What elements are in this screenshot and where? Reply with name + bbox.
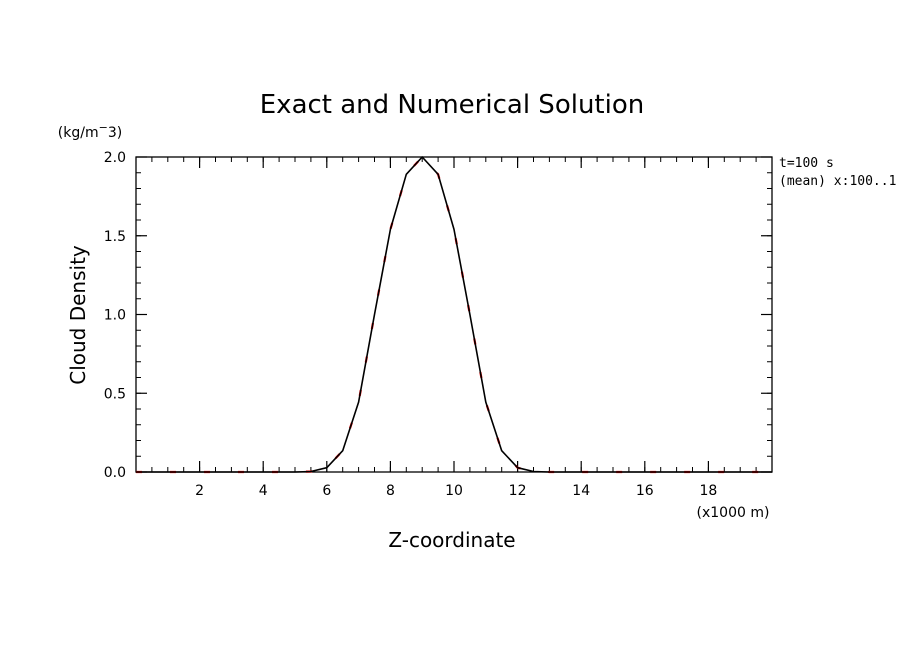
x-unit-label: (x1000 m) — [697, 505, 770, 521]
x-tick-label: 4 — [259, 483, 268, 499]
y-tick-label: 0.0 — [104, 465, 126, 481]
y-axis-label: Cloud Density — [66, 245, 90, 385]
series-line-0 — [136, 155, 772, 474]
x-tick-label: 12 — [509, 483, 527, 499]
x-axis-label: Z-coordinate — [388, 528, 515, 552]
y-tick-label: 2.0 — [104, 150, 126, 166]
plot-area: 2 4 6 8 10 12 14 16 18 0.0 0.5 1.0 1.5 2.0 — [104, 150, 773, 499]
x-tick-label: 14 — [572, 483, 590, 499]
y-tick-label: 1.5 — [104, 229, 126, 245]
x-tick-label: 6 — [322, 483, 331, 499]
x-tick-label: 10 — [445, 483, 463, 499]
y-tick-label: 0.5 — [104, 386, 126, 402]
x-tick-label: 18 — [699, 483, 717, 499]
annotation-mean: (mean) x:100..1 — [779, 174, 896, 189]
x-tick-label: 2 — [195, 483, 204, 499]
chart-title: Exact and Numerical Solution — [260, 90, 644, 120]
x-tick-label: 8 — [386, 483, 395, 499]
annotation-time: t=100 s — [779, 156, 834, 171]
y-unit-label: (kg/m−3) — [58, 121, 122, 141]
y-tick-label: 1.0 — [104, 308, 126, 324]
x-tick-label: 16 — [636, 483, 654, 499]
plot-frame — [135, 156, 773, 473]
series-line-1 — [136, 156, 772, 473]
